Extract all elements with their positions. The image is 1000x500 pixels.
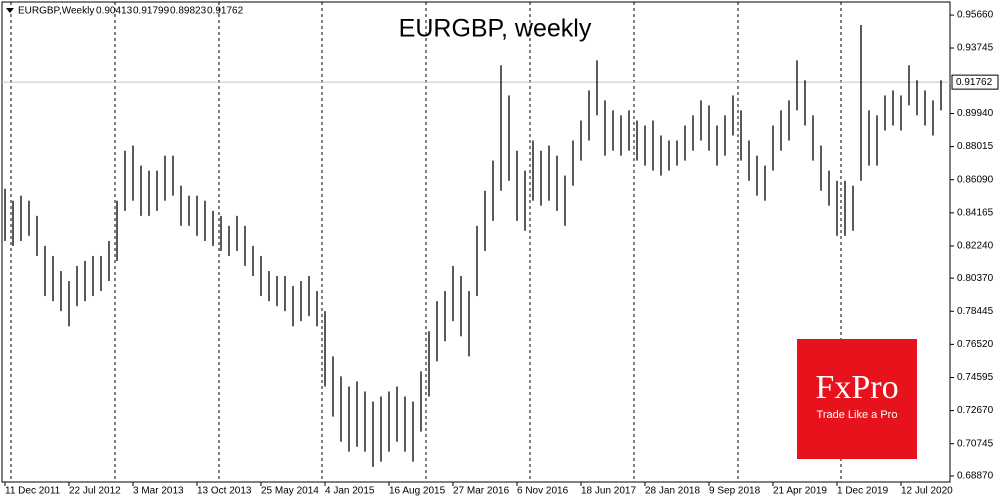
ohlc-close: 0.91762	[207, 6, 244, 17]
x-tick-label: 12 Jul 2020	[901, 486, 953, 497]
logo-name: FxPro	[815, 369, 898, 406]
ohlc-open: 0.90413	[96, 6, 133, 17]
y-tick-label: 0.95660	[957, 10, 994, 21]
logo-tagline: Trade Like a Pro	[817, 409, 898, 421]
x-tick-label: 1 Dec 2019	[837, 486, 889, 497]
current-price-label: 0.91762	[956, 77, 993, 88]
chart-title: EURGBP, weekly	[399, 15, 592, 43]
current-price-box	[951, 74, 999, 90]
bars	[2, 25, 950, 467]
y-tick-label: 0.82240	[957, 241, 994, 252]
y-tick-label: 0.86090	[957, 174, 994, 185]
x-tick-label: 4 Jan 2015	[325, 486, 375, 497]
logo-box	[797, 339, 917, 459]
y-tick-label: 0.93745	[957, 43, 994, 54]
x-tick-label: 9 Sep 2018	[709, 486, 761, 497]
x-tick-label: 16 Aug 2015	[389, 486, 446, 497]
menu-arrow	[6, 8, 14, 13]
x-tick-label: 6 Nov 2016	[517, 486, 569, 497]
y-tick-label: 0.68870	[957, 471, 994, 482]
x-tick-label: 25 May 2014	[261, 486, 319, 497]
x-tick-label: 18 Jun 2017	[581, 486, 636, 497]
x-tick-label: 27 Mar 2016	[453, 486, 510, 497]
x-tick-label: 13 Oct 2013	[197, 486, 252, 497]
y-tick-label: 0.70745	[957, 438, 994, 449]
ohlc-low: 0.89823	[170, 6, 207, 17]
y-tick-label: 0.76520	[957, 339, 994, 350]
y-tick-label: 0.74595	[957, 372, 994, 383]
y-tick-label: 0.89940	[957, 108, 994, 119]
x-tick-label: 3 Mar 2013	[133, 486, 184, 497]
y-tick-label: 0.72670	[957, 405, 994, 416]
x-tick-label: 28 Jan 2018	[645, 486, 700, 497]
y-tick-label: 0.84165	[957, 207, 994, 218]
ohlc-high: 0.91799	[133, 6, 170, 17]
y-tick-label: 0.88015	[957, 141, 994, 152]
y-tick-label: 0.80370	[957, 273, 994, 284]
y-tick-label: 0.78445	[957, 306, 994, 317]
x-tick-label: 22 Jul 2012	[69, 486, 121, 497]
symbol: EURGBP,Weekly	[18, 6, 94, 17]
x-tick-label: 11 Dec 2011	[5, 486, 61, 497]
x-tick-label: 21 Apr 2019	[773, 486, 827, 497]
